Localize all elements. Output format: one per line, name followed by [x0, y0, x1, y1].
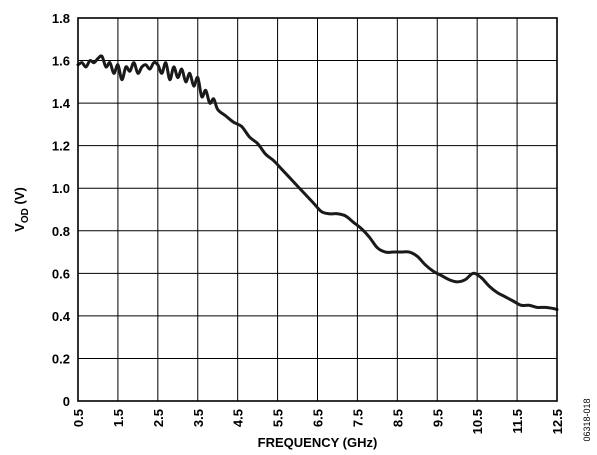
y-tick-label: 1.2 — [52, 139, 70, 154]
y-tick-label: 1.4 — [52, 96, 71, 111]
x-tick-label: 9.5 — [430, 409, 445, 427]
figure-id: 06318-018 — [582, 398, 592, 441]
x-tick-label: 2.5 — [151, 409, 166, 427]
y-tick-label: 0.2 — [52, 351, 70, 366]
series-layer — [76, 54, 559, 312]
y-tick-label: 1.0 — [52, 181, 70, 196]
y-axis-ticks: 0 0.2 0.4 0.6 0.8 1.0 1.2 1.4 1.6 1.8 — [52, 11, 71, 409]
x-tick-label: 7.5 — [350, 409, 365, 427]
y-tick-label: 0.4 — [52, 309, 71, 324]
y-tick-label: 1.6 — [52, 54, 70, 69]
y-axis-label-subscript: OD — [20, 208, 31, 223]
x-tick-label: 3.5 — [191, 409, 206, 427]
x-tick-label: 11.5 — [510, 409, 525, 434]
y-axis-label-main: V — [12, 223, 27, 232]
x-tick-label: 1.5 — [111, 409, 126, 427]
x-tick-label: 6.5 — [311, 409, 326, 427]
y-tick-label: 1.8 — [52, 11, 70, 26]
x-tick-label: 10.5 — [470, 409, 485, 434]
plot-frame — [77, 17, 558, 402]
y-tick-label: 0.8 — [52, 224, 70, 239]
y-axis-label: VOD (V) — [12, 187, 31, 232]
x-tick-label: 8.5 — [390, 409, 405, 427]
y-axis-label-unit: (V) — [12, 187, 27, 208]
x-tick-label: 4.5 — [231, 409, 246, 427]
x-axis-ticks: 0.5 1.5 2.5 3.5 4.5 5.5 6.5 7.5 8.5 9.5 10.5 11.5 12… — [71, 409, 565, 434]
series-line — [76, 54, 559, 312]
x-tick-label: 0.5 — [71, 409, 86, 427]
y-tick-label: 0 — [63, 394, 70, 409]
y-tick-label: 0.6 — [52, 266, 70, 281]
x-tick-label: 12.5 — [550, 409, 565, 434]
x-tick-label: 5.5 — [271, 409, 286, 427]
x-axis-label: FREQUENCY (GHz) — [258, 435, 378, 450]
